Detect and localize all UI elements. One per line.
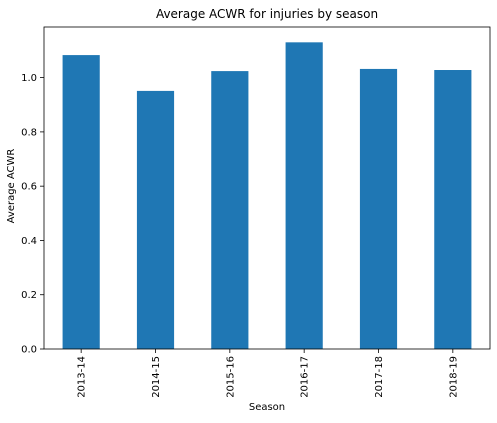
bar-2018-19: [434, 70, 472, 349]
bar-2015-16: [211, 71, 249, 349]
y-tick-label: 1.0: [21, 73, 37, 84]
bar-2016-17: [285, 42, 323, 349]
x-tick-label: 2016-17: [300, 356, 311, 398]
x-axis-label: Season: [249, 402, 285, 413]
y-tick-label: 0.4: [21, 236, 37, 247]
x-tick-label: 2018-19: [448, 356, 459, 398]
plot-area-frame: [43, 26, 491, 350]
x-tick-label: 2015-16: [225, 356, 236, 398]
y-tick-label: 0.8: [21, 127, 37, 138]
x-tick-label: 2013-14: [77, 356, 88, 398]
x-tick-label: 2017-18: [374, 356, 385, 398]
x-axis-ticks: 2013-14 2014-15 2015-16 2016-17 2017-18 2018-…: [77, 349, 459, 398]
bar-2014-15: [136, 90, 175, 349]
x-tick-label: 2014-15: [151, 356, 162, 398]
y-tick-label: 0.0: [21, 345, 37, 356]
bar-2013-14: [62, 55, 100, 350]
bars-layer: [62, 42, 472, 350]
y-axis-ticks: 0.0 0.2 0.4 0.6 0.8 1.0: [21, 73, 44, 356]
bar-2017-18: [359, 68, 398, 350]
y-axis-label: Average ACWR: [6, 149, 17, 224]
chart-title: Average ACWR for injuries by season: [156, 7, 378, 21]
y-tick-label: 0.6: [21, 182, 37, 193]
y-tick-label: 0.2: [21, 290, 37, 301]
